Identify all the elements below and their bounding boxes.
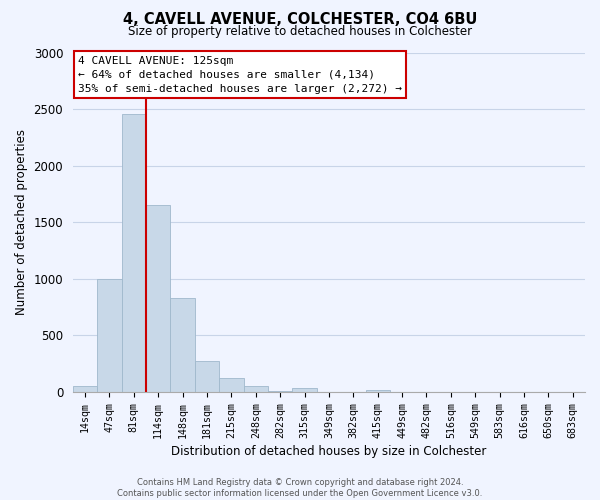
Bar — [122, 114, 146, 392]
Bar — [219, 378, 244, 392]
Text: Contains HM Land Registry data © Crown copyright and database right 2024.
Contai: Contains HM Land Registry data © Crown c… — [118, 478, 482, 498]
X-axis label: Distribution of detached houses by size in Colchester: Distribution of detached houses by size … — [171, 444, 487, 458]
Text: 4, CAVELL AVENUE, COLCHESTER, CO4 6BU: 4, CAVELL AVENUE, COLCHESTER, CO4 6BU — [123, 12, 477, 28]
Bar — [170, 298, 195, 392]
Text: 4 CAVELL AVENUE: 125sqm
← 64% of detached houses are smaller (4,134)
35% of semi: 4 CAVELL AVENUE: 125sqm ← 64% of detache… — [78, 56, 402, 94]
Bar — [365, 390, 390, 392]
Bar — [244, 386, 268, 392]
Bar — [292, 388, 317, 392]
Bar — [73, 386, 97, 392]
Text: Size of property relative to detached houses in Colchester: Size of property relative to detached ho… — [128, 25, 472, 38]
Y-axis label: Number of detached properties: Number of detached properties — [15, 129, 28, 315]
Bar — [146, 205, 170, 392]
Bar — [97, 278, 122, 392]
Bar — [195, 362, 219, 392]
